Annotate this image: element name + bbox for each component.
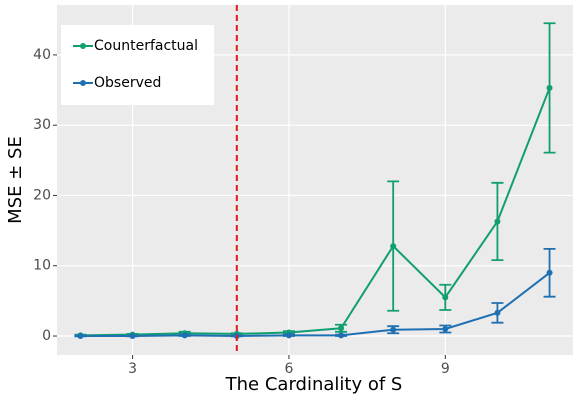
data-point bbox=[494, 218, 501, 225]
series-line bbox=[80, 87, 551, 337]
x-tick-label: 9 bbox=[441, 361, 450, 377]
data-point bbox=[181, 332, 188, 339]
legend-marker bbox=[80, 80, 86, 86]
data-point bbox=[442, 294, 449, 301]
x-axis-label: The Cardinality of S bbox=[225, 374, 403, 395]
x-tick-label: 6 bbox=[284, 361, 293, 377]
data-point bbox=[129, 333, 136, 340]
data-point bbox=[494, 309, 501, 316]
legend-label: Observed bbox=[94, 75, 161, 91]
legend-label: Counterfactual bbox=[94, 38, 198, 54]
data-point bbox=[338, 325, 345, 332]
data-point bbox=[77, 333, 84, 340]
y-tick-label: 10 bbox=[33, 258, 51, 274]
data-point bbox=[546, 269, 553, 276]
y-tick-label: 30 bbox=[33, 117, 51, 133]
y-axis-label: MSE ± SE bbox=[5, 136, 26, 224]
x-tick-label: 3 bbox=[128, 361, 137, 377]
data-point bbox=[390, 243, 397, 250]
data-point bbox=[390, 326, 397, 333]
series-line bbox=[80, 271, 551, 338]
data-point bbox=[546, 84, 553, 91]
data-point bbox=[338, 332, 345, 339]
y-tick-label: 20 bbox=[33, 187, 51, 203]
data-point bbox=[285, 332, 292, 339]
data-point bbox=[442, 325, 449, 332]
legend-marker bbox=[80, 43, 86, 49]
y-tick-label: 40 bbox=[33, 47, 51, 63]
y-tick-label: 0 bbox=[42, 328, 51, 344]
legend-box bbox=[61, 25, 214, 105]
